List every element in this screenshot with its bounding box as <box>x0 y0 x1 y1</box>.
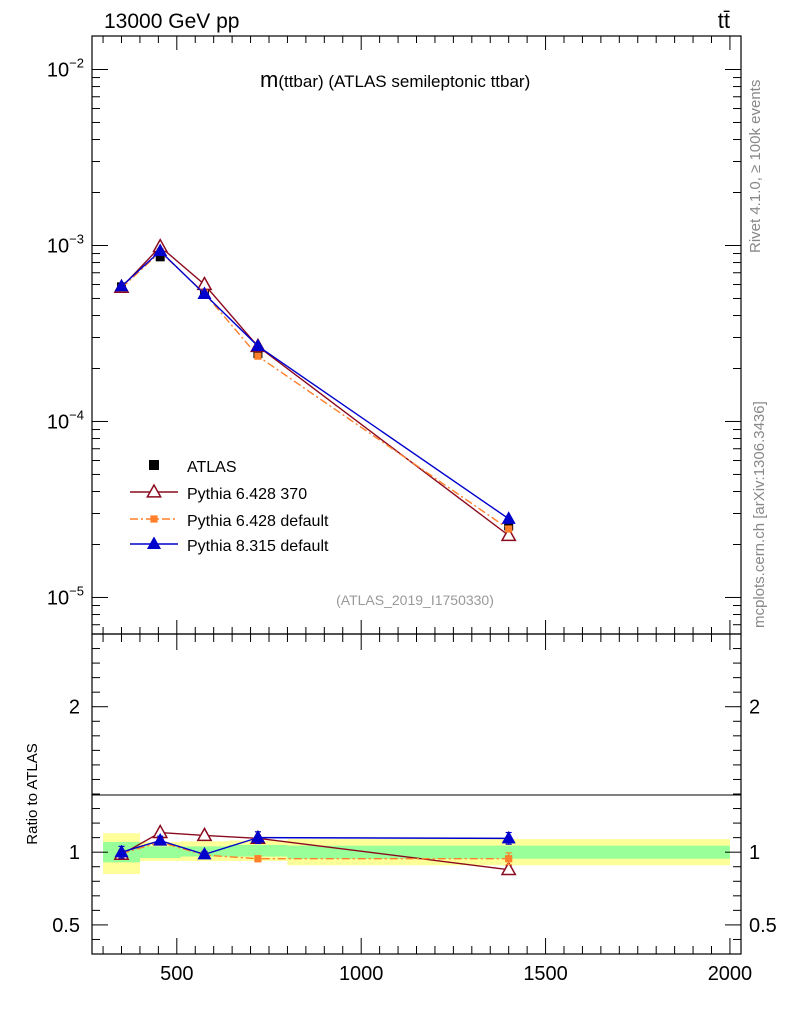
main-series <box>113 238 517 542</box>
series-point <box>250 338 265 352</box>
main-ytick-label-base: 10 <box>47 235 69 257</box>
ratio-ytick-label-right: 1 <box>749 842 760 864</box>
rivet-label: Rivet 4.1.0, ≥ 100k events <box>747 80 764 253</box>
ratio-series-point <box>505 855 513 863</box>
series-line <box>121 250 510 530</box>
ratio-frame <box>91 633 742 955</box>
main-ytick-label-exp: −4 <box>69 407 84 422</box>
series-point <box>114 278 129 292</box>
ratio-series-point <box>114 844 129 858</box>
ratio-series-point <box>254 855 262 863</box>
series-point <box>505 525 513 533</box>
legend-marker <box>146 536 162 550</box>
main-ytick-label: 10−3 <box>47 231 84 257</box>
main-ytick-label-base: 10 <box>47 587 69 609</box>
main-ytick-label: 10−2 <box>47 55 84 81</box>
ratio-panel: 0.5 0.5 1 1 2 2 500 1000 1500 2000 Ratio to ATLAS <box>24 633 777 985</box>
process-label: tt̄ <box>718 8 730 33</box>
ratio-ylabel: Ratio to ATLAS <box>24 743 41 844</box>
ratio-ytick-label-right: 2 <box>749 697 760 719</box>
series-point <box>153 243 168 257</box>
main-ytick-label-base: 10 <box>47 59 69 81</box>
main-ytick-label: 10−4 <box>47 407 84 433</box>
main-panel: 10−510−410−310−2 m(ttbar) (ATLAS semilep… <box>47 35 742 635</box>
ratio-ytick-label-left: 0.5 <box>52 915 80 937</box>
ratio-ytick-label-left: 2 <box>69 697 80 719</box>
main-ytick-label-exp: −5 <box>69 583 84 598</box>
series-line <box>121 250 510 520</box>
band-inner <box>139 846 181 858</box>
energy-label: 13000 GeV pp <box>104 10 239 33</box>
main-ytick-label: 10−5 <box>47 583 84 609</box>
legend-label: ATLAS <box>187 459 237 476</box>
ratio-bands <box>103 833 730 874</box>
legend-marker-atlas <box>149 460 159 470</box>
ratio-xtick-label: 1000 <box>339 963 384 985</box>
series-point <box>500 526 517 542</box>
ratio-ytick-label-right: 0.5 <box>749 915 777 937</box>
ratio-series-point <box>153 833 168 846</box>
ratio-series <box>113 824 517 876</box>
main-ytick-label-exp: −2 <box>69 55 84 70</box>
series-point <box>254 352 262 360</box>
plot-title: m(ttbar) (ATLAS semileptonic ttbar) <box>260 67 530 92</box>
ratio-axis-ticks: 0.5 0.5 1 1 2 2 500 1000 1500 2000 <box>52 633 777 985</box>
atlas-point <box>155 252 165 262</box>
series-line <box>120 245 510 537</box>
legend-label: Pythia 8.315 default <box>187 538 329 555</box>
mcplots-label: mcplots.cern.ch [arXiv:1306.3436] <box>751 401 768 628</box>
main-axis-ticks: 10−510−410−310−2 <box>47 36 741 634</box>
series-point <box>197 286 212 300</box>
ratio-series-point <box>500 861 517 876</box>
plot-title-main: m <box>260 67 278 92</box>
plot-title-rest: (ttbar) (ATLAS semileptonic ttbar) <box>278 72 530 91</box>
legend-label: Pythia 6.428 370 <box>187 486 307 503</box>
series-point <box>501 511 516 524</box>
legend-marker <box>150 515 158 523</box>
watermark: (ATLAS_2019_I1750330) <box>336 592 494 608</box>
ratio-xtick-label: 1500 <box>523 963 568 985</box>
legend-marker <box>146 483 162 498</box>
ratio-series-point <box>196 826 213 842</box>
ratio-xtick-label: 2000 <box>708 963 753 985</box>
band-inner <box>228 844 288 857</box>
ratio-series-point <box>250 830 265 843</box>
ratio-series-point <box>501 830 516 844</box>
main-ytick-label-exp: −3 <box>69 231 84 246</box>
main-ytick-label-base: 10 <box>47 411 69 433</box>
legend: ATLAS Pythia 6.428 370 Pythia 6.428 defaul… <box>130 459 329 555</box>
ratio-xtick-label: 500 <box>160 963 193 985</box>
ratio-ytick-label-left: 1 <box>69 842 80 864</box>
legend-label: Pythia 6.428 default <box>187 513 329 530</box>
ratio-series-point <box>197 846 212 860</box>
